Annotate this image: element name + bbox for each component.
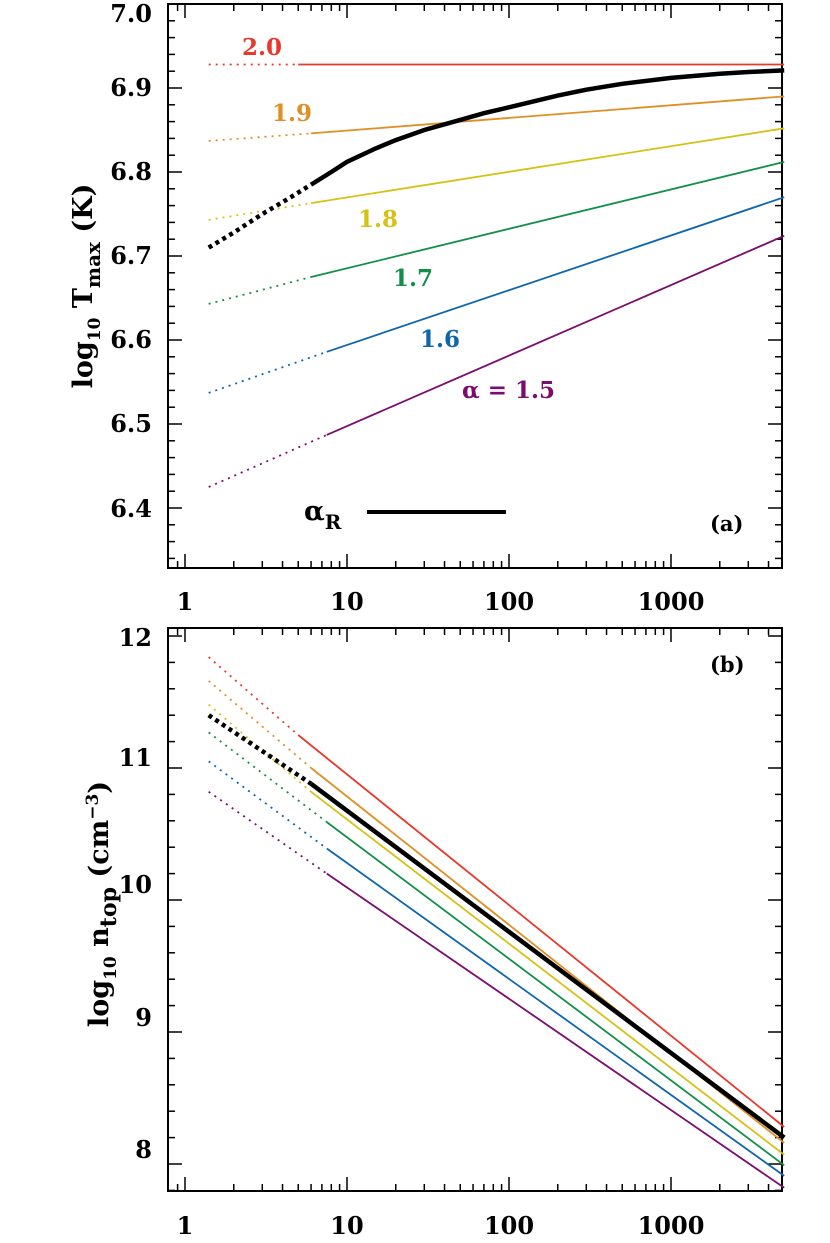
panel-b-series xyxy=(207,656,786,1189)
panel-b: 1 10 100 1000 8 9 10 11 12 log10 ntop (c… xyxy=(83,623,786,1240)
series-1-6-dotted xyxy=(208,350,328,394)
ylabel-symbol: T xyxy=(68,288,99,318)
series-label-1-9: 1.9 xyxy=(272,100,312,127)
panel-a-series xyxy=(207,63,785,488)
series-label-1-6: 1.6 xyxy=(420,326,460,353)
series-label-1-5: α = 1.5 xyxy=(462,377,555,404)
panel-b-ytick-label: 8 xyxy=(135,1135,152,1164)
legend: αR xyxy=(304,496,506,534)
ylabel-log: log xyxy=(68,341,99,388)
series-1-7-dotted xyxy=(208,731,328,823)
series-label-2-0: 2.0 xyxy=(242,34,282,61)
series-1-5-solid xyxy=(326,234,785,436)
series-1-9-solid xyxy=(311,95,785,135)
series-1-8-dotted xyxy=(208,703,312,793)
series-2-0-solid xyxy=(297,734,785,1128)
panel-a-ytick-label: 7.0 xyxy=(110,0,152,28)
legend-sub: R xyxy=(325,510,342,534)
panel-b-xtick-label: 100 xyxy=(484,1211,534,1240)
panel-a-xtick-label: 10 xyxy=(330,587,363,616)
panel-b-xtick-label: 1000 xyxy=(638,1211,705,1240)
ylabel-sup: −3 xyxy=(83,794,103,820)
ylabel-log: log xyxy=(84,980,115,1027)
series-alpha-r-dotted xyxy=(207,713,313,786)
legend-symbol: α xyxy=(304,496,325,527)
series-2-0-dotted xyxy=(208,656,299,736)
series-1-9-dotted xyxy=(208,680,312,769)
panel-a-y-ticks xyxy=(168,3,782,560)
panel-b-y-ticks xyxy=(168,635,782,1192)
panel-b-ytick-label: 12 xyxy=(119,623,152,652)
series-1-5-dotted xyxy=(208,434,328,488)
ylabel-close: ) xyxy=(84,781,115,794)
panel-a-ytick-label: 6.7 xyxy=(110,241,152,270)
panel-a-ytick-label: 6.6 xyxy=(110,325,152,354)
panel-b-frame xyxy=(167,627,783,1192)
ylabel-sub: 10 xyxy=(101,956,121,980)
ylabel-unit: (K) xyxy=(68,184,99,242)
series-alpha-r-dotted xyxy=(207,182,313,250)
series-1-7-solid xyxy=(310,161,785,278)
panel-a-ytick-label: 6.8 xyxy=(110,157,152,186)
series-1-5-dotted xyxy=(208,791,328,875)
series-alpha-r-solid xyxy=(309,781,786,1140)
panel-b-xtick-label: 10 xyxy=(330,1211,363,1240)
series-alpha-r-solid xyxy=(309,68,785,187)
panel-b-ytick-label: 10 xyxy=(119,870,152,899)
series-1-7-dotted xyxy=(208,276,312,305)
series-label-1-8: 1.8 xyxy=(358,206,398,233)
ylabel-symbol: n xyxy=(84,927,115,956)
panel-a-ytick-label: 6.9 xyxy=(110,73,152,102)
panel-a-xtick-label: 100 xyxy=(484,587,534,616)
panel-a-label: (a) xyxy=(710,511,743,536)
ylabel-sub: 10 xyxy=(85,317,105,341)
panel-a-xtick-label: 1000 xyxy=(638,587,705,616)
panel-b-xtick-label: 1 xyxy=(177,1211,194,1240)
panel-b-ylabel: log10 ntop (cm−3) xyxy=(83,781,122,1027)
series-1-8-solid xyxy=(310,791,785,1156)
panel-a-xtick-label: 1 xyxy=(177,587,194,616)
series-1-6-solid xyxy=(326,196,785,353)
legend-label: αR xyxy=(304,496,342,534)
panel-b-label: (b) xyxy=(710,652,745,677)
panel-a: 1 10 100 1000 6.4 6.5 6.6 6.7 6.8 6.9 7.… xyxy=(68,0,785,616)
ylabel-unit: (cm xyxy=(84,820,115,887)
series-1-6-solid xyxy=(326,847,785,1177)
panel-a-ytick-label: 6.5 xyxy=(110,409,152,438)
panel-a-frame xyxy=(167,3,783,569)
series-label-1-7: 1.7 xyxy=(393,265,433,292)
series-1-5-solid xyxy=(326,872,785,1189)
ylabel-sub: top xyxy=(96,887,122,927)
series-1-7-solid xyxy=(326,821,785,1167)
panel-a-ytick-label: 6.4 xyxy=(110,494,152,523)
panel-a-ylabel: log10 Tmax (K) xyxy=(68,184,105,389)
ylabel-sub: max xyxy=(81,241,105,288)
series-1-9-dotted xyxy=(208,132,312,142)
series-1-8-solid xyxy=(310,127,785,204)
panel-b-ytick-label: 11 xyxy=(119,743,152,772)
panel-b-ytick-label: 9 xyxy=(135,1003,152,1032)
panel-a-x-ticks xyxy=(176,4,770,568)
panel-b-x-ticks xyxy=(176,628,770,1191)
